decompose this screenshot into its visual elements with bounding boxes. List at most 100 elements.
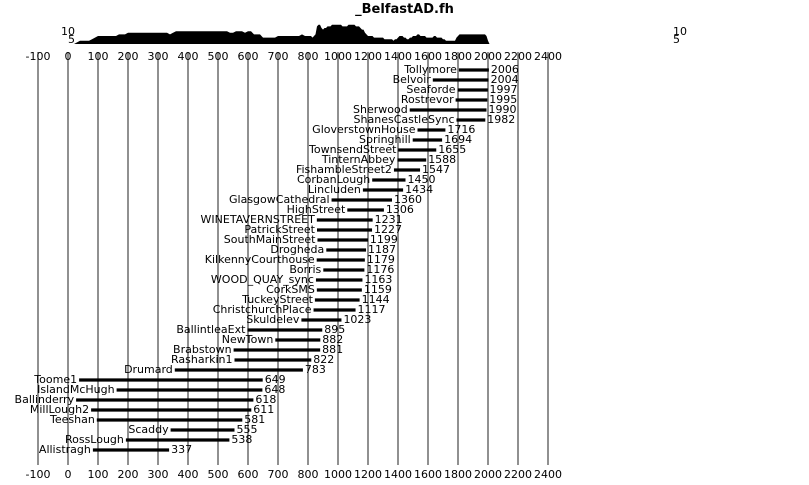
tick-label-bottom: 1600 (414, 468, 442, 481)
chronology-name: Seaforde (406, 83, 455, 96)
depth-label-right-high: 10 (673, 25, 687, 38)
tick-label-top: 1200 (354, 50, 382, 63)
tick-label-bottom: 1800 (444, 468, 472, 481)
tick-label-bottom: 0 (65, 468, 72, 481)
chronology-name: Springhill (359, 133, 411, 146)
chronology-name: GloverstownHouse (312, 123, 416, 136)
chronology-end-year: 1144 (362, 293, 390, 306)
chronology-name: KilkennyCourthouse (205, 253, 315, 266)
chronology-name: SouthMainStreet (224, 233, 316, 246)
chronology-name: GlasgowCathedral (229, 193, 330, 206)
chronology-end-year: 337 (171, 443, 192, 456)
tick-label-top: 500 (208, 50, 229, 63)
tick-label-top: 1000 (324, 50, 352, 63)
tick-label-bottom: 1000 (324, 468, 352, 481)
chronology-end-year: 618 (255, 393, 276, 406)
tick-label-bottom: 800 (298, 468, 319, 481)
chronology-end-year: 1159 (364, 283, 392, 296)
chronology-name: NewTown (222, 333, 274, 346)
chronology-end-year: 1997 (490, 83, 518, 96)
chronology-name: Drumard (124, 363, 173, 376)
chronology-name: Teeshan (49, 413, 95, 426)
chronology-end-year: 1023 (343, 313, 371, 326)
tick-label-bottom: 600 (238, 468, 259, 481)
chronology-name: PatrickStreet (244, 223, 315, 236)
chronology-name: WINETAVERNSTREET (201, 213, 316, 226)
tick-label-bottom: 2400 (534, 468, 562, 481)
chronology-end-year: 1227 (374, 223, 402, 236)
chronology-end-year: 1982 (487, 113, 515, 126)
chronology-end-year: 611 (253, 403, 274, 416)
tick-label-top: 600 (238, 50, 259, 63)
chronology-name: Tollymore (403, 63, 457, 76)
chronology-end-year: 1187 (368, 243, 396, 256)
top-axis: -100 0 100 200 300 400 500 600 700 800 1000 1200 140… (26, 50, 562, 63)
chronology-name: RossLough (65, 433, 124, 446)
chronology-end-year: 538 (231, 433, 252, 446)
depth-label-left-high: 10 (61, 25, 75, 38)
chronology-end-year: 1306 (386, 203, 414, 216)
chronology-name: Lincluden (308, 183, 361, 196)
chronology-name: CorbanLough (297, 173, 370, 186)
chronology-end-year: 1434 (405, 183, 433, 196)
chronology-end-year: 882 (322, 333, 343, 346)
chronology-name: TuckeyStreet (241, 293, 313, 306)
chronology-name: Allistragh (39, 443, 91, 456)
chronology-name: Rostrevor (401, 93, 454, 106)
tick-label-top: 300 (148, 50, 169, 63)
chronology-name: WOOD_QUAY_sync (211, 273, 314, 286)
tick-label-top: -100 (26, 50, 51, 63)
chronology-name: Rasharkin1 (171, 353, 233, 366)
tick-label-bottom: 1200 (354, 468, 382, 481)
tick-label-top: 200 (118, 50, 139, 63)
chronology-end-year: 2006 (491, 63, 519, 76)
chronology-name: Skuldelev (246, 313, 300, 326)
tick-label-bottom: 1400 (384, 468, 412, 481)
tick-label-top: 1600 (414, 50, 442, 63)
chronology-end-year: 555 (237, 423, 258, 436)
tick-label-top: 100 (88, 50, 109, 63)
depth-label-left-low: 5 (68, 33, 75, 46)
chronology-end-year: 1179 (367, 253, 395, 266)
tick-label-bottom: 100 (88, 468, 109, 481)
chronology-name: ChristchurchPlace (213, 303, 312, 316)
chronology-end-year: 1990 (489, 103, 517, 116)
chronology-end-year: 1163 (364, 273, 392, 286)
chronology-end-year: 648 (264, 383, 285, 396)
chronology-name: MillLough2 (30, 403, 89, 416)
chronology-name: HighStreet (287, 203, 346, 216)
bottom-axis: -100 0 100 200 300 400 500 600 700 800 1000 1200 140… (26, 468, 562, 481)
tick-label-bottom: 700 (268, 468, 289, 481)
chronology-name: Drogheda (270, 243, 324, 256)
chronology-end-year: 1995 (489, 93, 517, 106)
chronology-name: Toome1 (33, 373, 77, 386)
sample-depth-area (38, 24, 490, 44)
chronology-end-year: 1694 (444, 133, 472, 146)
tick-label-bottom: 400 (178, 468, 199, 481)
tick-label-bottom: 2000 (474, 468, 502, 481)
chronology-end-year: 1360 (394, 193, 422, 206)
tick-label-top: 0 (65, 50, 72, 63)
tick-label-bottom: 2200 (504, 468, 532, 481)
tick-label-top: 2200 (504, 50, 532, 63)
tick-label-top: 800 (298, 50, 319, 63)
chronology-end-year: 822 (313, 353, 334, 366)
chronology-end-year: 1588 (428, 153, 456, 166)
tick-label-bottom: -100 (26, 468, 51, 481)
chronology-end-year: 783 (305, 363, 326, 376)
tick-label-top: 400 (178, 50, 199, 63)
chronology-end-year: 895 (324, 323, 345, 336)
chronology-end-year: 1199 (370, 233, 398, 246)
chronology-name: IslandMcHugh (37, 383, 114, 396)
chronology-name: Borris (289, 263, 321, 276)
tick-label-bottom: 200 (118, 468, 139, 481)
chronology-bars: Tollymore 2006 Belvoir 2004 Seaforde 1997 Rost… (15, 63, 519, 456)
tick-label-top: 700 (268, 50, 289, 63)
chronology-name: Ballinderry (15, 393, 75, 406)
chronology-name: Scaddy (128, 423, 169, 436)
tick-label-top: 1800 (444, 50, 472, 63)
chronology-name: TownsendStreet (308, 143, 397, 156)
chronology-name: BallintleaExt (176, 323, 246, 336)
chronology-end-year: 1547 (422, 163, 450, 176)
